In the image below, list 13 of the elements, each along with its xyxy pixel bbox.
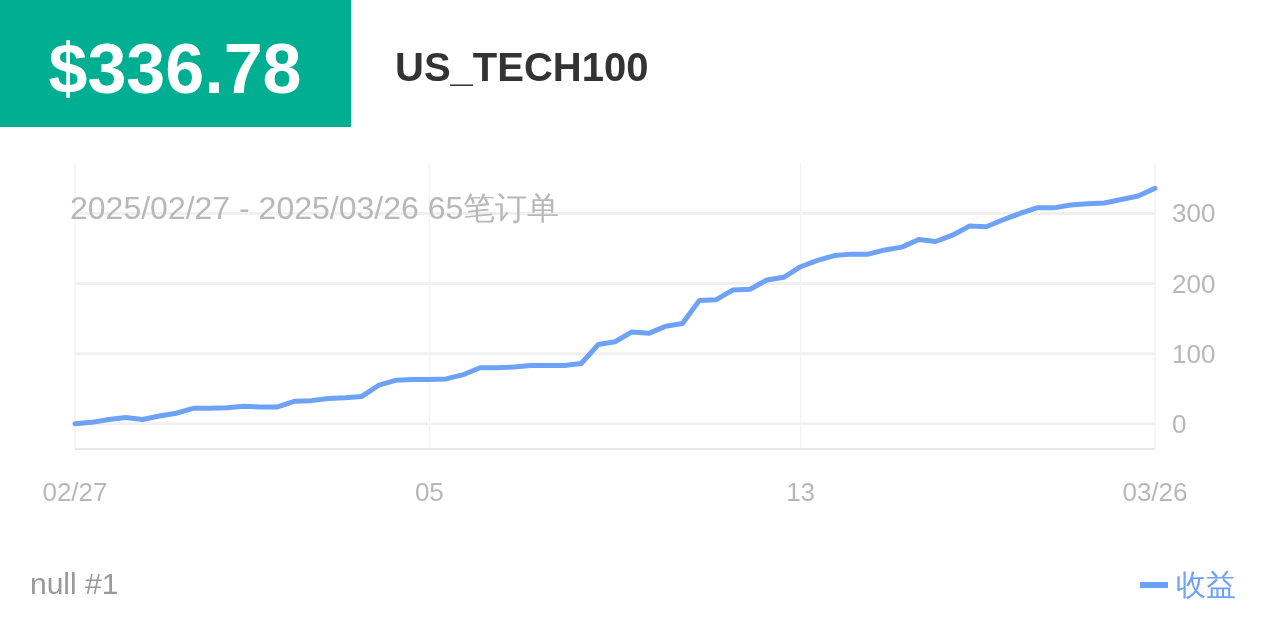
legend-label: 收益 — [1176, 568, 1236, 601]
x-tick-label: 02/27 — [42, 477, 108, 507]
text: null #1 — [30, 567, 119, 600]
y-tick-label: 300 — [1172, 198, 1216, 229]
x-tick-label: 13 — [786, 477, 816, 507]
y-tick-label: 200 — [1172, 268, 1216, 299]
x-tick-label: 05 — [414, 477, 444, 507]
text: $336.78 — [48, 30, 302, 108]
y-tick-label: 0 — [1172, 408, 1187, 439]
y-tick-label: 100 — [1172, 338, 1216, 369]
chart-title: US_TECH100 — [395, 45, 649, 89]
text: 2025/02/27 - 2025/03/26 65笔订单 — [70, 190, 560, 226]
x-tick-label: 03/26 — [1122, 477, 1188, 507]
